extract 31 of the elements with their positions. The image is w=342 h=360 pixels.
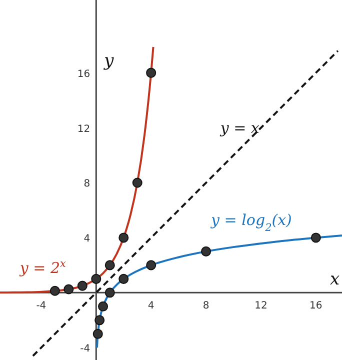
series-label: y = 2$^{x}$ — [18, 258, 66, 277]
x-tick-label: 4 — [148, 300, 154, 312]
point — [132, 178, 142, 188]
point — [64, 284, 74, 294]
point — [91, 274, 102, 284]
point — [146, 68, 156, 78]
y-axis-title: y — [103, 51, 114, 71]
point — [50, 286, 60, 296]
point — [94, 315, 105, 326]
x-tick-label: 16 — [310, 300, 322, 312]
y-tick-label: -4 — [80, 344, 90, 355]
point — [310, 232, 321, 243]
y-tick-label: 12 — [77, 124, 90, 135]
point — [201, 246, 212, 256]
point — [98, 301, 108, 312]
point — [146, 260, 156, 270]
x-tick-label: -4 — [36, 300, 46, 312]
x-axis-title: x — [330, 270, 340, 290]
point — [118, 232, 129, 243]
y-tick-label: 16 — [77, 68, 90, 80]
point — [118, 274, 129, 284]
point — [104, 288, 115, 298]
y-tick-label: 8 — [84, 178, 90, 190]
x-tick-label: 8 — [202, 300, 210, 312]
y-tick-label: 4 — [84, 234, 90, 245]
point — [92, 328, 103, 339]
point — [77, 280, 88, 291]
x-tick-label: 12 — [254, 300, 268, 312]
series-label: y = x — [219, 118, 260, 137]
point — [104, 260, 115, 270]
series-label: y = log$_{2}$(x) — [210, 211, 292, 234]
